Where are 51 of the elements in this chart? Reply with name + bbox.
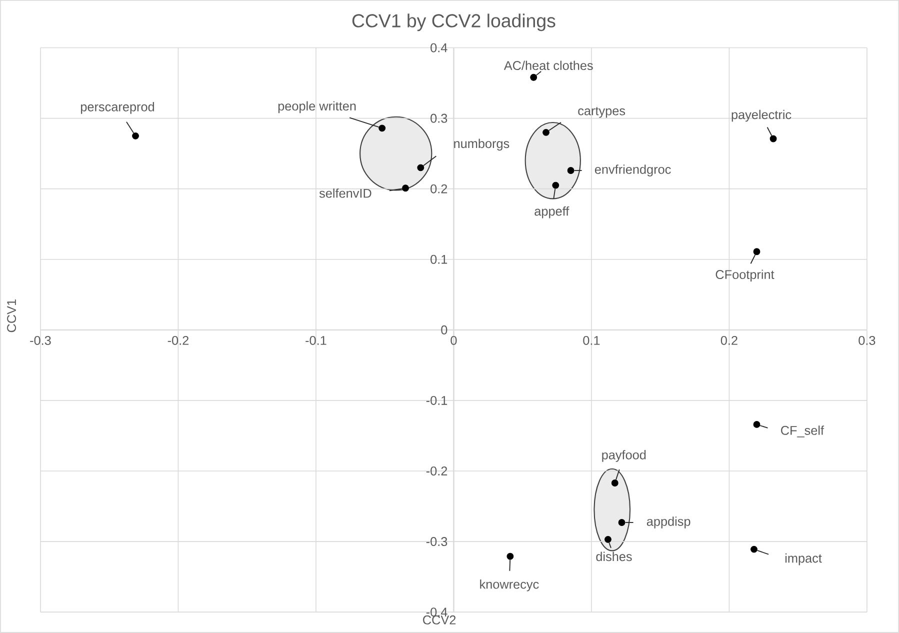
annotation: appeff <box>534 206 570 218</box>
annotation: CFootprint <box>716 270 774 282</box>
annotation: payelectric <box>732 110 792 122</box>
annotation: payfood <box>602 450 646 462</box>
annotation: numborgs <box>454 138 510 151</box>
y-axis-title: CCV1 <box>7 300 16 332</box>
annotation: knowrecyc <box>480 580 539 592</box>
x-tick-label: 0 <box>450 336 457 345</box>
annotation: dishes <box>596 552 632 562</box>
point <box>611 480 618 487</box>
point <box>770 135 777 142</box>
point <box>132 132 139 140</box>
annotation: perscareprod <box>80 102 154 114</box>
y-tick-label: -0.4 <box>426 608 448 617</box>
annotation: CF_self <box>781 426 824 438</box>
y-tick-label: 0 <box>441 326 448 334</box>
y-tick-label: -0.3 <box>426 537 448 546</box>
x-tick-label: 0.3 <box>858 336 876 345</box>
y-tick-label: 0.1 <box>430 254 448 264</box>
point <box>417 164 424 172</box>
chart-title: CCV1 by CCV2 loadings <box>352 14 556 32</box>
point <box>542 129 550 136</box>
x-tick-label: 0.2 <box>720 336 738 345</box>
point <box>604 536 612 543</box>
x-axis-title: CCV2 <box>423 616 456 624</box>
annotation: envfriendgroc <box>594 164 671 176</box>
annotation: appdisp <box>646 516 690 528</box>
annotation: cartypes <box>578 107 626 118</box>
point <box>753 248 760 256</box>
y-tick-label: -0.1 <box>426 396 448 406</box>
x-tick-label: 0.1 <box>583 336 600 345</box>
point <box>753 421 760 428</box>
y-tick-label: 0.2 <box>430 184 448 194</box>
x-tick-label: -0.3 <box>30 336 51 345</box>
x-tick-label: -0.2 <box>168 336 189 345</box>
annotation: AC/heat clothes <box>504 60 593 70</box>
point <box>402 184 409 192</box>
point <box>378 124 386 132</box>
x-tick-label: -0.1 <box>306 336 326 345</box>
point <box>552 182 560 189</box>
point <box>567 167 574 174</box>
y-tick-label: 0.4 <box>430 43 448 52</box>
point <box>618 519 626 526</box>
y-tick-label: -0.2 <box>426 466 448 476</box>
y-tick-label: 0.3 <box>430 114 448 123</box>
point <box>530 74 538 81</box>
annotation: impact <box>785 553 822 566</box>
annotation: people written <box>278 101 356 114</box>
annotation: selfenvID <box>319 188 372 198</box>
point <box>750 546 758 553</box>
point <box>506 552 514 560</box>
